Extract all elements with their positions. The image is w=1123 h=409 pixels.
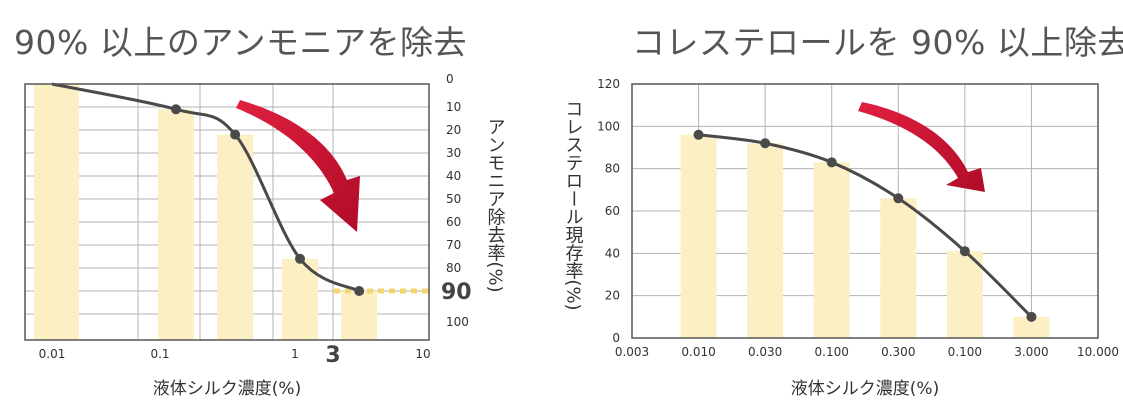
chart1-bar-4 bbox=[341, 291, 378, 340]
chart2-x-axis-label: 液体シルク濃度(%) bbox=[791, 379, 939, 399]
chart1-bar-0 bbox=[34, 84, 79, 340]
chart1-y-axis-label: アンモニア除去率(%) bbox=[485, 117, 506, 292]
chart1-ytick-50: 50 bbox=[446, 192, 461, 206]
chart2-point-5 bbox=[1026, 311, 1037, 322]
chart2-point-2 bbox=[826, 157, 837, 168]
chart1-ytick-0: 0 bbox=[446, 72, 454, 86]
chart2-ytick-80: 80 bbox=[605, 162, 620, 176]
chart2-point-1 bbox=[760, 138, 771, 149]
chart2-ytick-40: 40 bbox=[605, 246, 620, 260]
chart1-frame bbox=[24, 83, 430, 341]
chart1-ytick-100: 100 bbox=[446, 315, 469, 329]
chart2-point-3 bbox=[893, 193, 904, 204]
chart1-x-axis-label: 液体シルク濃度(%) bbox=[153, 379, 301, 399]
chart2-ytick-100: 100 bbox=[597, 119, 620, 133]
chart1-ytick-10: 10 bbox=[446, 100, 461, 114]
chart2-bar-2 bbox=[813, 162, 850, 338]
chart1-xtick-0: 0.01 bbox=[39, 347, 66, 361]
chart1-highlight-90-label: 90 bbox=[441, 280, 472, 305]
chart1-point-1 bbox=[171, 104, 181, 115]
chart2-red-arrow bbox=[858, 102, 985, 192]
chart1: 0.01 0.1 1 3 10 0 10 20 30 40 50 60 70 80 100 90 液体シル… bbox=[24, 72, 506, 399]
chart2-points bbox=[693, 129, 1037, 322]
chart1-ytick-70: 70 bbox=[446, 238, 461, 252]
chart2-bar-1 bbox=[747, 143, 784, 338]
chart2-ytick-120: 120 bbox=[597, 77, 620, 91]
chart1-xtick-2: 1 bbox=[291, 347, 299, 361]
chart2-bar-5 bbox=[1013, 316, 1050, 338]
chart1-y-ticks: 0 10 20 30 40 50 60 70 80 100 bbox=[446, 72, 469, 329]
chart2-xtick-7: 10.000 bbox=[1077, 345, 1119, 359]
chart1-xtick-3: 3 bbox=[325, 343, 340, 368]
chart1-title: 90% 以上のアンモニアを除去 bbox=[14, 23, 468, 62]
chart1-ytick-80: 80 bbox=[446, 261, 461, 275]
chart1-ytick-30: 30 bbox=[446, 146, 461, 160]
chart1-red-arrow bbox=[236, 100, 360, 232]
chart2-ytick-0: 0 bbox=[612, 331, 620, 345]
chart2: 0.003 0.010 0.030 0.100 0.300 0.100 3.000 10.00… bbox=[563, 77, 1120, 399]
chart1-bars bbox=[34, 84, 378, 340]
chart1-x-ticks: 0.01 0.1 1 3 10 bbox=[39, 343, 431, 368]
chart2-bar-3 bbox=[880, 198, 917, 338]
chart1-ytick-60: 60 bbox=[446, 215, 461, 229]
chart1-xtick-1: 0.1 bbox=[150, 347, 169, 361]
chart2-ytick-60: 60 bbox=[605, 204, 620, 218]
chart2-xtick-5: 0.100 bbox=[948, 345, 982, 359]
chart2-xtick-3: 0.100 bbox=[815, 345, 849, 359]
chart2-point-4 bbox=[959, 246, 970, 257]
chart2-xtick-4: 0.300 bbox=[881, 345, 915, 359]
chart1-xtick-4: 10 bbox=[415, 347, 430, 361]
chart1-point-2 bbox=[230, 129, 241, 140]
chart2-xtick-1: 0.010 bbox=[681, 345, 715, 359]
chart2-xtick-2: 0.030 bbox=[748, 345, 782, 359]
chart2-y-axis-label: コレステロール現存率(%) bbox=[563, 99, 584, 310]
chart2-ytick-20: 20 bbox=[605, 289, 620, 303]
chart2-xtick-6: 3.000 bbox=[1014, 345, 1048, 359]
chart1-ytick-20: 20 bbox=[446, 123, 461, 137]
chart1-bar-2 bbox=[217, 134, 254, 340]
chart1-point-3 bbox=[295, 253, 305, 264]
chart2-frame bbox=[631, 83, 1099, 339]
chart1-bar-1 bbox=[158, 109, 194, 340]
chart2-title: コレステロールを 90% 以上除去 bbox=[632, 23, 1123, 62]
chart2-point-0 bbox=[693, 129, 704, 140]
chart1-point-4 bbox=[354, 286, 365, 296]
chart2-x-ticks: 0.003 0.010 0.030 0.100 0.300 0.100 3.000 10.00… bbox=[615, 345, 1119, 359]
chart2-bar-0 bbox=[680, 134, 717, 338]
chart2-bars bbox=[680, 134, 1050, 338]
chart2-xtick-0: 0.003 bbox=[615, 345, 649, 359]
chart1-points bbox=[171, 104, 365, 296]
chart2-bar-4 bbox=[946, 251, 983, 338]
chart1-ytick-40: 40 bbox=[446, 169, 461, 183]
chart2-y-ticks: 0 20 40 60 80 100 120 bbox=[597, 77, 620, 345]
